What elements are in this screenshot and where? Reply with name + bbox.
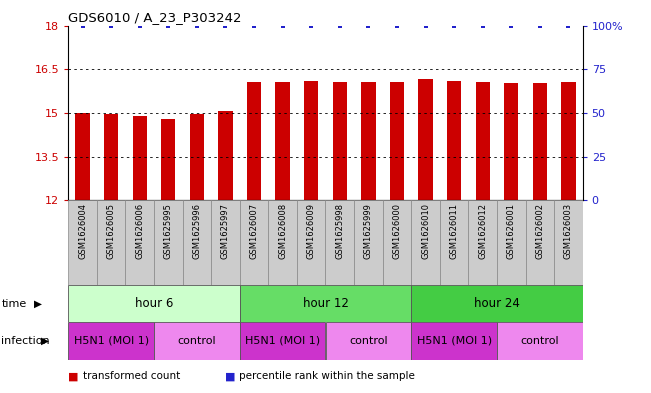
Text: H5N1 (MOI 1): H5N1 (MOI 1) [74,336,149,346]
Bar [154,200,183,285]
Bar [326,200,354,285]
Text: GDS6010 / A_23_P303242: GDS6010 / A_23_P303242 [68,11,242,24]
Text: ▶: ▶ [41,336,49,346]
Bar [183,200,211,285]
Text: GSM1626007: GSM1626007 [249,203,258,259]
Bar [326,322,411,360]
Text: GSM1626012: GSM1626012 [478,203,487,259]
Text: H5N1 (MOI 1): H5N1 (MOI 1) [417,336,492,346]
Bar [333,82,347,200]
Text: GSM1626011: GSM1626011 [450,203,458,259]
Bar [268,200,297,285]
Text: hour 6: hour 6 [135,297,173,310]
Bar [240,200,268,285]
Text: GSM1626001: GSM1626001 [506,203,516,259]
Bar [390,83,404,200]
Text: GSM1626006: GSM1626006 [135,203,145,259]
Bar [68,285,240,322]
Bar [161,119,176,200]
Bar [247,83,261,200]
Text: GSM1626003: GSM1626003 [564,203,573,259]
Text: control: control [521,336,559,346]
Text: hour 12: hour 12 [303,297,348,310]
Bar [497,200,525,285]
Bar [468,200,497,285]
Bar [561,82,575,200]
Text: GSM1626009: GSM1626009 [307,203,316,259]
Bar [126,200,154,285]
Bar [411,322,497,360]
Text: GSM1625995: GSM1625995 [164,203,173,259]
Text: GSM1625997: GSM1625997 [221,203,230,259]
Text: hour 24: hour 24 [474,297,520,310]
Bar [383,200,411,285]
Bar [211,200,240,285]
Bar [440,200,468,285]
Text: ■: ■ [68,371,79,381]
Bar [76,113,90,200]
Text: ▶: ▶ [34,299,42,309]
Bar [361,83,376,200]
Bar [240,285,411,322]
Bar [475,82,490,200]
Text: GSM1626002: GSM1626002 [535,203,544,259]
Text: GSM1626008: GSM1626008 [278,203,287,259]
Bar [190,114,204,200]
Bar [447,81,461,200]
Bar [554,200,583,285]
Bar [218,111,232,200]
Text: GSM1626000: GSM1626000 [393,203,402,259]
Bar [504,83,518,200]
Bar [275,83,290,200]
Bar [104,114,118,200]
Text: GSM1626010: GSM1626010 [421,203,430,259]
Text: GSM1626005: GSM1626005 [107,203,116,259]
Bar [297,200,326,285]
Text: GSM1626004: GSM1626004 [78,203,87,259]
Text: percentile rank within the sample: percentile rank within the sample [239,371,415,381]
Bar [97,200,126,285]
Text: H5N1 (MOI 1): H5N1 (MOI 1) [245,336,320,346]
Bar [411,285,583,322]
Text: control: control [349,336,387,346]
Bar [304,81,318,200]
Bar [133,116,147,200]
Text: control: control [178,336,216,346]
Bar [411,200,440,285]
Bar [154,322,240,360]
Bar [533,83,547,200]
Text: infection: infection [1,336,50,346]
Bar [497,322,583,360]
Text: GSM1625999: GSM1625999 [364,203,373,259]
Text: GSM1625998: GSM1625998 [335,203,344,259]
Bar [68,322,154,360]
Text: transformed count: transformed count [83,371,180,381]
Bar [240,322,326,360]
Bar [354,200,383,285]
Text: GSM1625996: GSM1625996 [193,203,201,259]
Text: ■: ■ [225,371,235,381]
Bar [68,200,97,285]
Bar [525,200,554,285]
Text: time: time [1,299,27,309]
Bar [419,79,433,200]
